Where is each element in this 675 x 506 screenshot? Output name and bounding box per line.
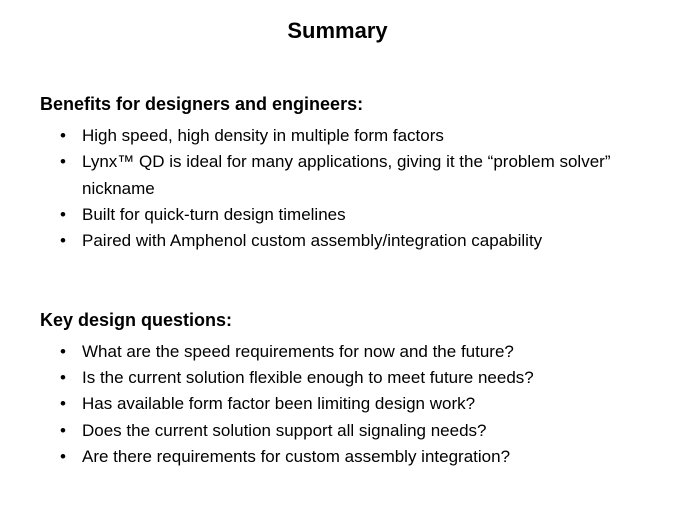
questions-heading: Key design questions: — [40, 310, 635, 331]
questions-list: What are the speed requirements for now … — [40, 339, 635, 471]
list-item: Does the current solution support all si… — [40, 418, 635, 444]
benefits-heading: Benefits for designers and engineers: — [40, 94, 635, 115]
benefits-list: High speed, high density in multiple for… — [40, 123, 635, 255]
list-item: High speed, high density in multiple for… — [40, 123, 635, 149]
list-item: Is the current solution flexible enough … — [40, 365, 635, 391]
list-item: What are the speed requirements for now … — [40, 339, 635, 365]
list-item: Paired with Amphenol custom assembly/int… — [40, 228, 635, 254]
questions-section: Key design questions: What are the speed… — [40, 310, 635, 471]
list-item: Are there requirements for custom assemb… — [40, 444, 635, 470]
benefits-section: Benefits for designers and engineers: Hi… — [40, 94, 635, 255]
list-item: Built for quick-turn design timelines — [40, 202, 635, 228]
page-title: Summary — [40, 18, 635, 44]
list-item: Has available form factor been limiting … — [40, 391, 635, 417]
list-item: Lynx™ QD is ideal for many applications,… — [40, 149, 635, 202]
